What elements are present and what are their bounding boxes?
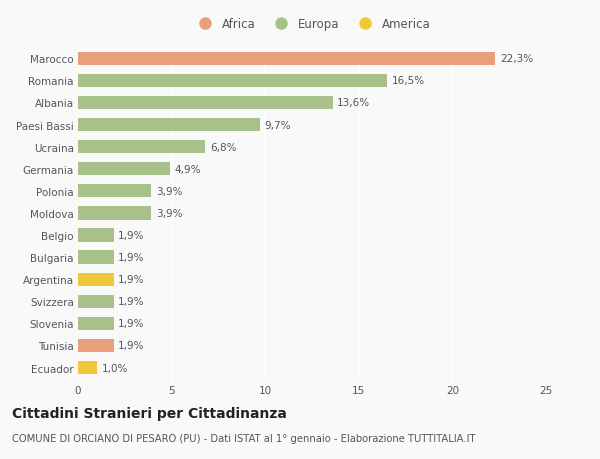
Text: 1,9%: 1,9% xyxy=(118,319,145,329)
Text: 1,9%: 1,9% xyxy=(118,252,145,263)
Bar xyxy=(78,52,496,66)
Text: 6,8%: 6,8% xyxy=(210,142,236,152)
Text: 4,9%: 4,9% xyxy=(175,164,201,174)
Text: Cittadini Stranieri per Cittadinanza: Cittadini Stranieri per Cittadinanza xyxy=(12,406,287,420)
Bar xyxy=(78,361,97,375)
Bar xyxy=(78,163,170,176)
Bar xyxy=(78,339,113,353)
Bar xyxy=(78,229,113,242)
Bar xyxy=(78,207,151,220)
Text: 1,9%: 1,9% xyxy=(118,230,145,241)
Text: 3,9%: 3,9% xyxy=(155,186,182,196)
Text: 1,0%: 1,0% xyxy=(101,363,128,373)
Text: 3,9%: 3,9% xyxy=(155,208,182,218)
Bar xyxy=(78,295,113,308)
Bar xyxy=(78,317,113,330)
Bar xyxy=(78,141,205,154)
Bar xyxy=(78,185,151,198)
Legend: Africa, Europa, America: Africa, Europa, America xyxy=(191,16,433,34)
Bar xyxy=(78,273,113,286)
Text: 9,7%: 9,7% xyxy=(264,120,291,130)
Text: 1,9%: 1,9% xyxy=(118,297,145,307)
Text: 16,5%: 16,5% xyxy=(392,76,425,86)
Bar xyxy=(78,74,387,88)
Text: 1,9%: 1,9% xyxy=(118,274,145,285)
Bar xyxy=(78,251,113,264)
Bar xyxy=(78,96,332,110)
Text: 13,6%: 13,6% xyxy=(337,98,370,108)
Bar xyxy=(78,118,260,132)
Text: 1,9%: 1,9% xyxy=(118,341,145,351)
Text: 22,3%: 22,3% xyxy=(500,54,533,64)
Text: COMUNE DI ORCIANO DI PESARO (PU) - Dati ISTAT al 1° gennaio - Elaborazione TUTTI: COMUNE DI ORCIANO DI PESARO (PU) - Dati … xyxy=(12,433,476,443)
